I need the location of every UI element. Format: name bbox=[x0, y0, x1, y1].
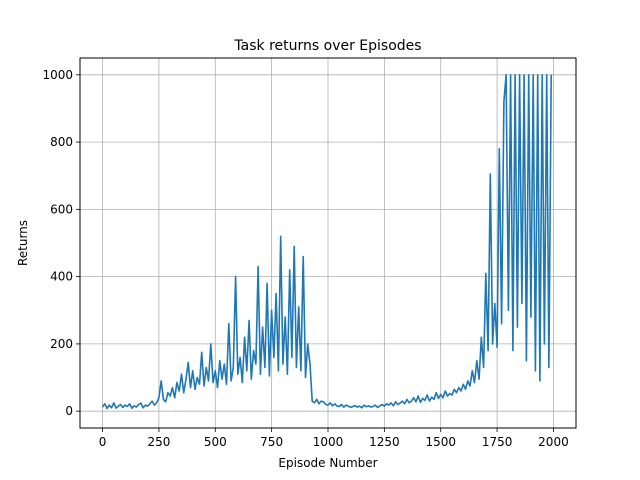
x-tick-label: 750 bbox=[260, 435, 283, 449]
y-tick-label: 400 bbox=[50, 270, 73, 284]
chart-title: Task returns over Episodes bbox=[233, 38, 421, 54]
y-axis-label: Returns bbox=[16, 220, 30, 266]
x-tick-label: 1000 bbox=[313, 435, 344, 449]
series-line bbox=[101, 74, 552, 410]
x-tick-label: 0 bbox=[99, 435, 107, 449]
x-tick-label: 1750 bbox=[482, 435, 513, 449]
x-tick-label: 500 bbox=[204, 435, 227, 449]
y-tick-label: 200 bbox=[50, 337, 73, 351]
series-layer bbox=[101, 74, 552, 410]
y-tick-label: 1000 bbox=[42, 68, 73, 82]
x-tick-label: 250 bbox=[147, 435, 170, 449]
ticks: 0 250 500 750 1000 1250 1500 1750 2000 0 200 400 600… bbox=[42, 68, 568, 449]
x-tick-label: 1250 bbox=[369, 435, 400, 449]
x-tick-label: 2000 bbox=[538, 435, 569, 449]
y-tick-label: 800 bbox=[50, 135, 73, 149]
x-axis-label: Episode Number bbox=[278, 456, 377, 470]
y-tick-label: 600 bbox=[50, 202, 73, 216]
x-tick-label: 1500 bbox=[425, 435, 456, 449]
grid bbox=[80, 58, 576, 428]
y-tick-label: 0 bbox=[65, 404, 73, 418]
